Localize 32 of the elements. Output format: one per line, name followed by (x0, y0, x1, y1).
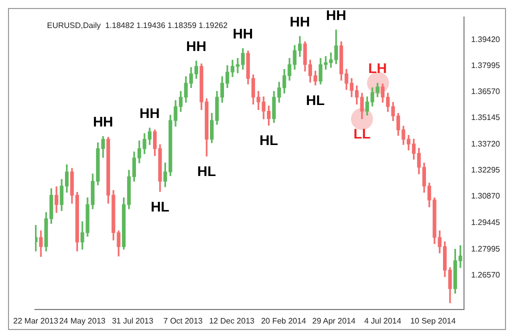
annotation: HH (92, 113, 114, 130)
x-tick-label: 24 May 2013 (59, 316, 106, 326)
annotation: HH (290, 13, 310, 30)
annotation: HL (150, 198, 170, 214)
x-tick-label: 7 Oct 2013 (163, 316, 204, 326)
annotation: HL (306, 92, 326, 108)
text: EURUSD,Daily 1.18482 1.19436 1.18359 1.19262 (47, 21, 228, 30)
y-tick-label: 1.37995 (471, 60, 501, 70)
y-tick-label: 1.27995 (471, 244, 501, 254)
annotation: HL (259, 132, 279, 148)
annotation: HL (197, 162, 216, 179)
x-tick-label: 4 Jul 2014 (364, 316, 402, 326)
x-tick-label: 10 Sep 2014 (410, 316, 456, 326)
annotation: HH (186, 38, 206, 54)
annotation: HH (326, 6, 346, 23)
annotation: HH (232, 25, 253, 42)
x-tick-label: 31 Jul 2013 (112, 316, 154, 326)
x-tick-label: 29 Apr 2014 (312, 316, 356, 326)
annotation: LH (368, 60, 387, 76)
y-tick-label: 1.36570 (471, 87, 501, 96)
y-tick-label: 1.39420 (471, 34, 501, 44)
y-tick-label: 1.29445 (471, 218, 501, 227)
x-tick-label: 12 Dec 2013 (209, 316, 256, 326)
x-tick-label: 20 Feb 2014 (261, 316, 307, 326)
annotation: HH (140, 104, 160, 121)
x-tick-label: 22 Mar 2013 (13, 316, 59, 326)
annotation: LL (353, 126, 371, 142)
y-tick-label: 1.26570 (471, 270, 501, 280)
y-tick-label: 1.33720 (471, 139, 501, 148)
y-tick-label: 1.32295 (471, 166, 501, 175)
y-tick-label: 1.30870 (471, 192, 501, 201)
y-tick-label: 1.35145 (471, 113, 501, 122)
